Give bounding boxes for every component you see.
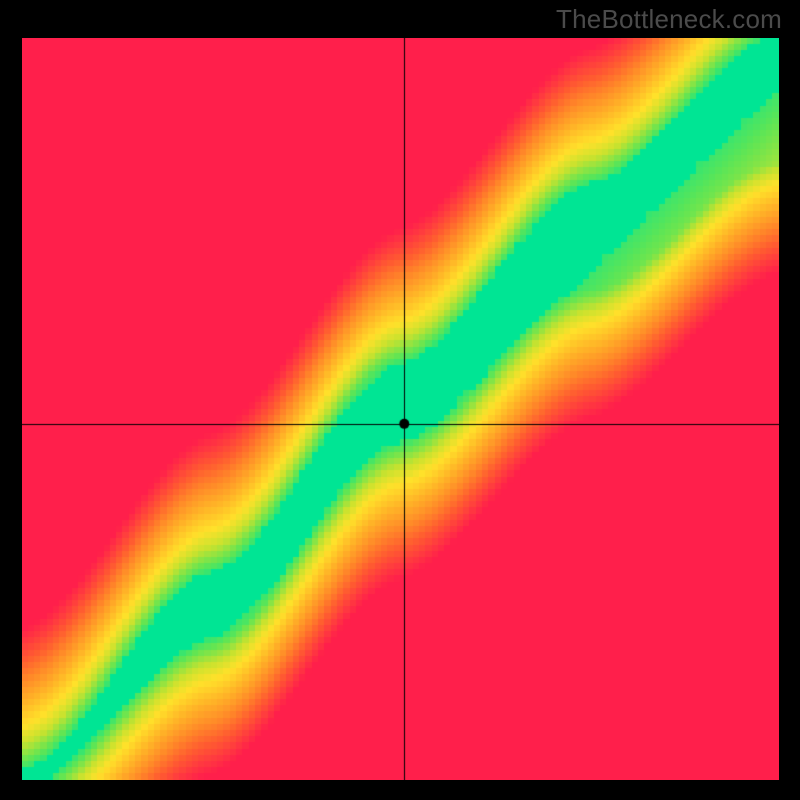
heatmap-canvas [22, 38, 779, 780]
watermark-text: TheBottleneck.com [556, 4, 782, 35]
